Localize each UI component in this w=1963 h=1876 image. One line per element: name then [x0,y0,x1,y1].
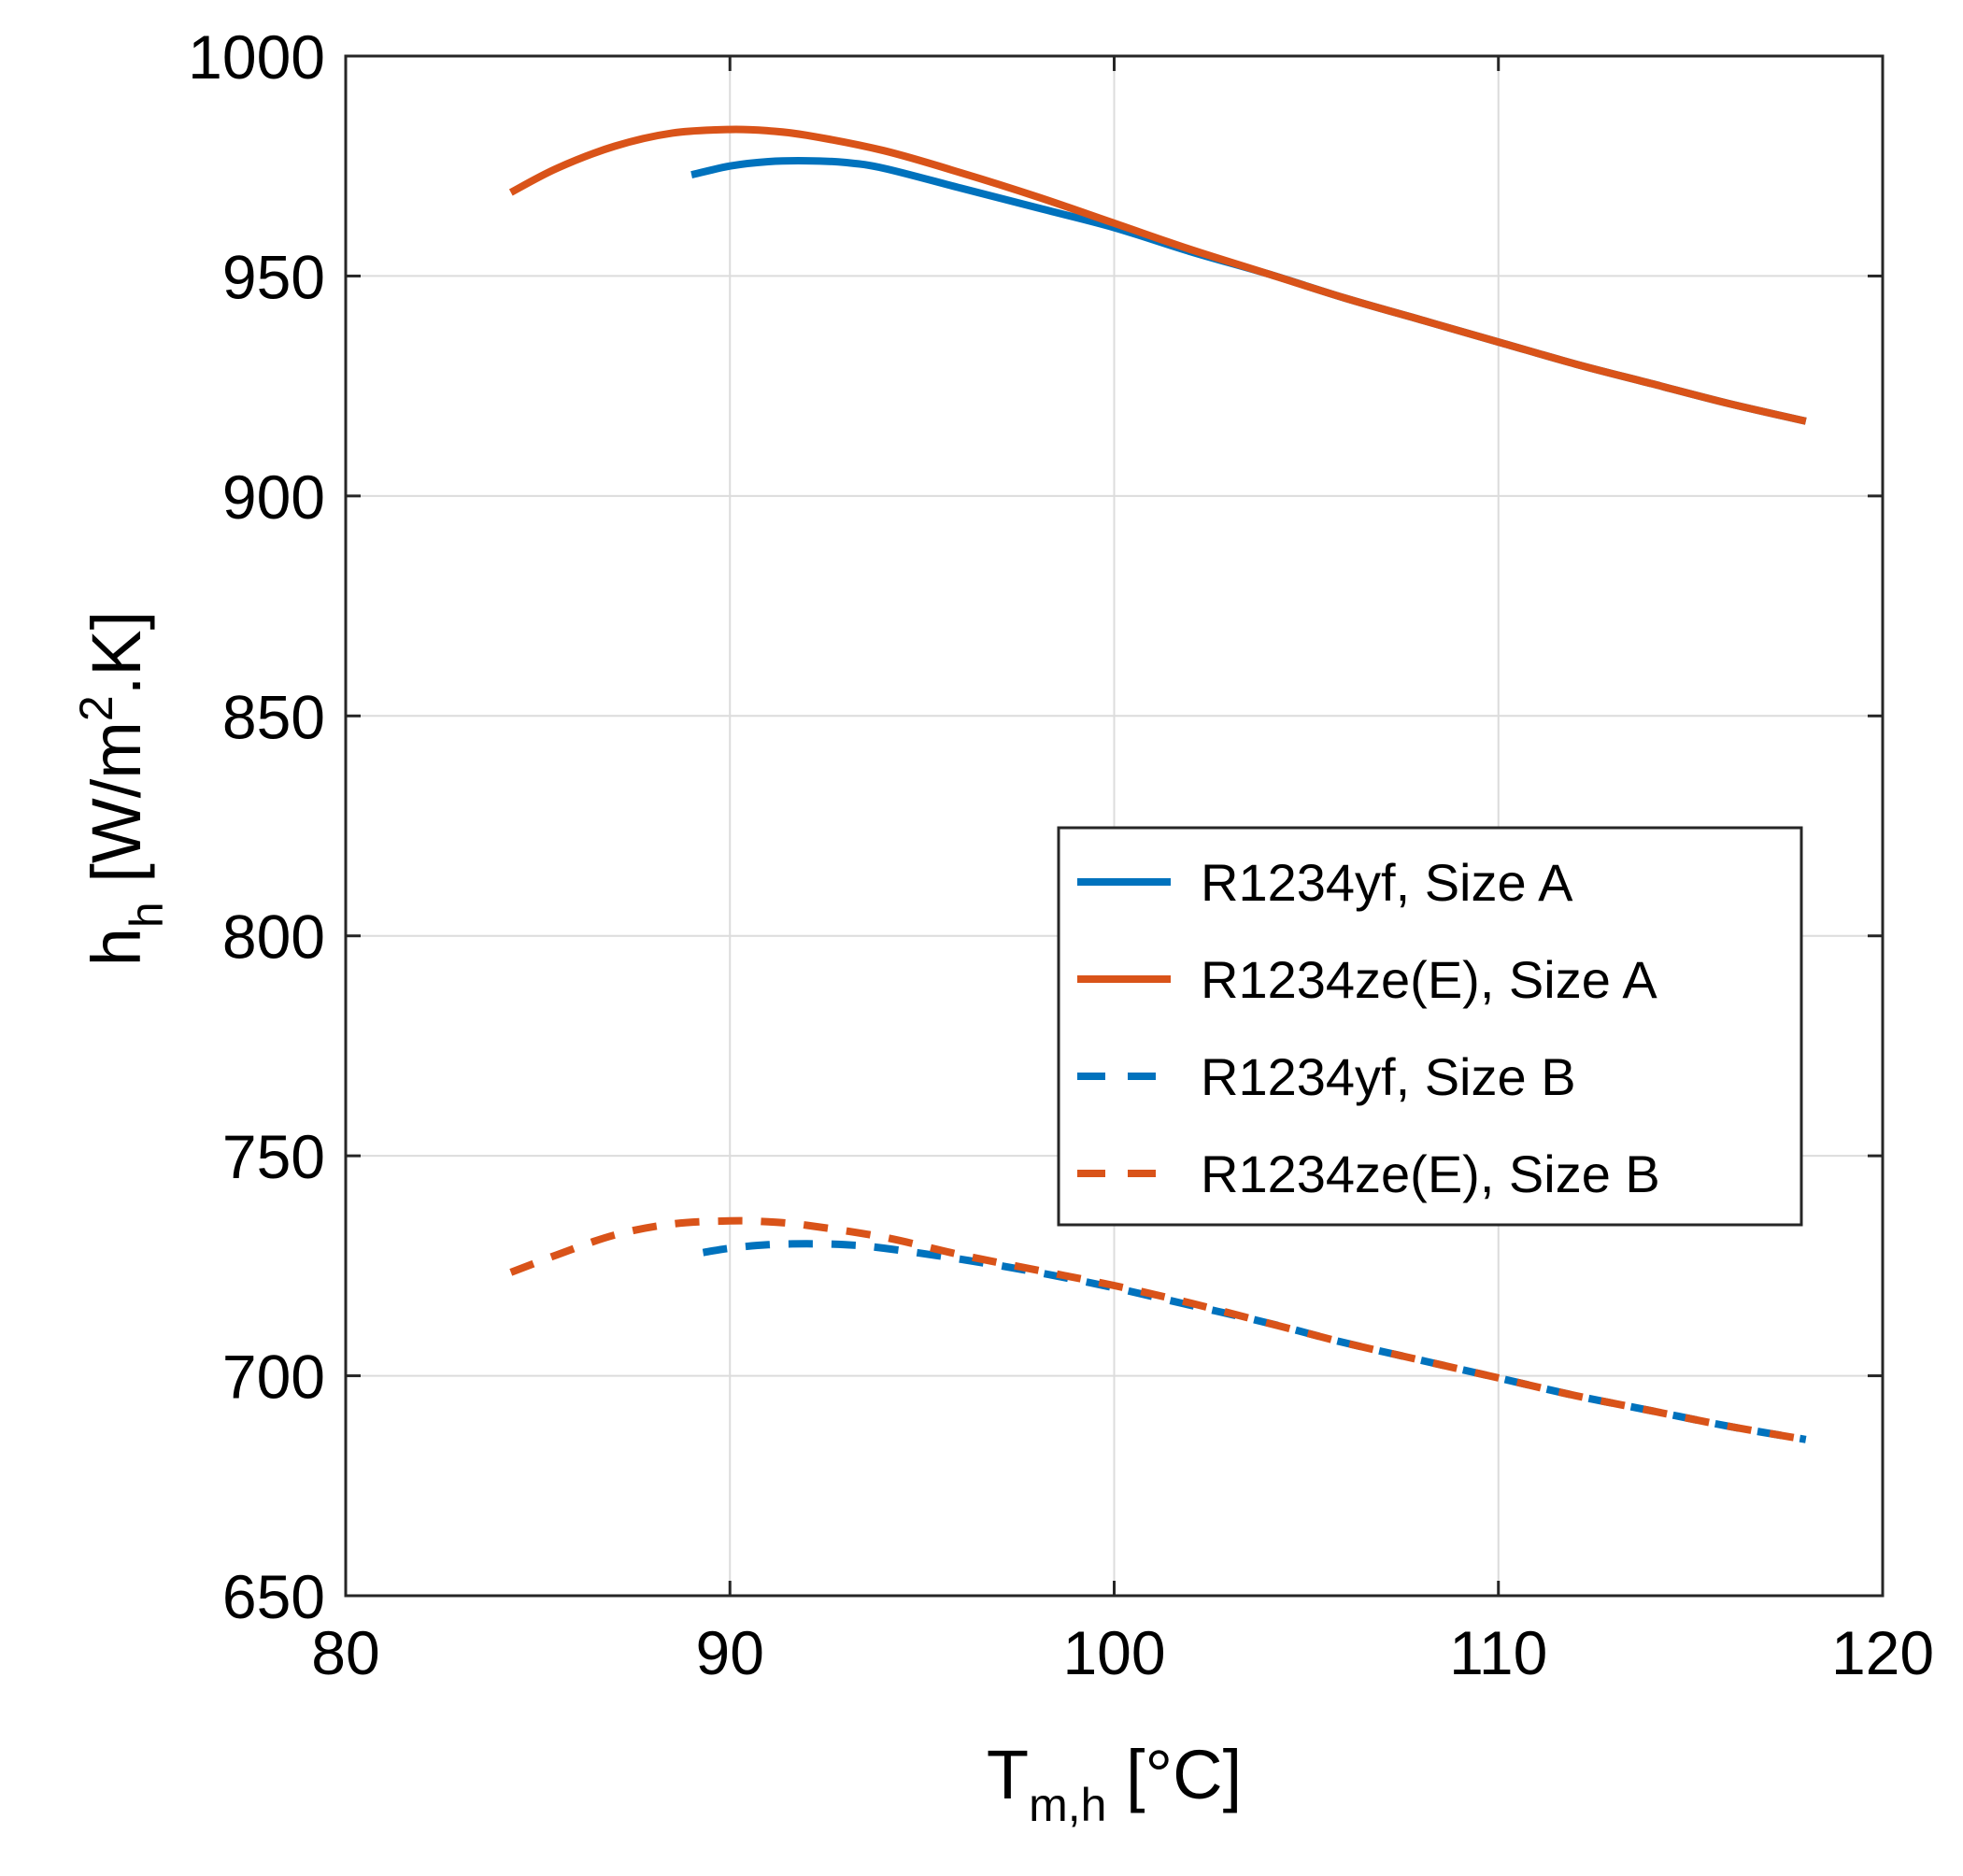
legend-box [1057,826,1803,1227]
y-tick-label: 1000 [188,22,325,92]
y-tick-label: 750 [222,1122,325,1191]
series-line-4 [509,1216,1807,1443]
y-axis-label-unit-pre: [W/m [78,721,155,902]
y-tick-label: 950 [222,242,325,311]
y-axis-label-unit-sup: 2 [70,695,122,721]
y-tick-label: 800 [222,902,325,972]
legend-label-3: R1234yf, Size B [1201,1047,1576,1106]
y-tick-label: 650 [222,1562,325,1631]
legend: R1234yf, Size A R1234ze(E), Size A R1234yf… [1057,826,1803,1227]
x-axis-label-sub: m,h [1029,1779,1106,1831]
x-axis-label-main: T [987,1736,1029,1813]
legend-label-4: R1234ze(E), Size B [1201,1144,1660,1203]
ticks: 80 90 100 110 120 650 700 750 800 850 900 950 1000 [188,22,1934,1687]
x-tick-label: 100 [1062,1618,1165,1687]
legend-label-1: R1234yf, Size A [1201,853,1573,912]
x-axis-label: Tm,h [°C] [987,1736,1242,1831]
y-tick-label: 900 [222,462,325,532]
x-tick-label: 90 [696,1618,764,1687]
y-axis-label-unit-post: .K] [78,611,155,695]
y-axis-label-main: h [78,928,155,966]
legend-label-2: R1234ze(E), Size A [1201,950,1657,1009]
x-tick-label: 120 [1831,1618,1934,1687]
y-axis-label: hh [W/m2.K] [70,611,173,966]
x-axis-label-unit: [°C] [1106,1736,1242,1813]
y-tick-label: 850 [222,682,325,751]
series-line-2 [508,125,1807,425]
x-tick-label: 80 [311,1618,379,1687]
data-series [508,125,1807,1443]
y-axis-label-sub: h [121,902,173,928]
y-tick-label: 700 [222,1343,325,1412]
x-tick-label: 110 [1449,1618,1547,1687]
